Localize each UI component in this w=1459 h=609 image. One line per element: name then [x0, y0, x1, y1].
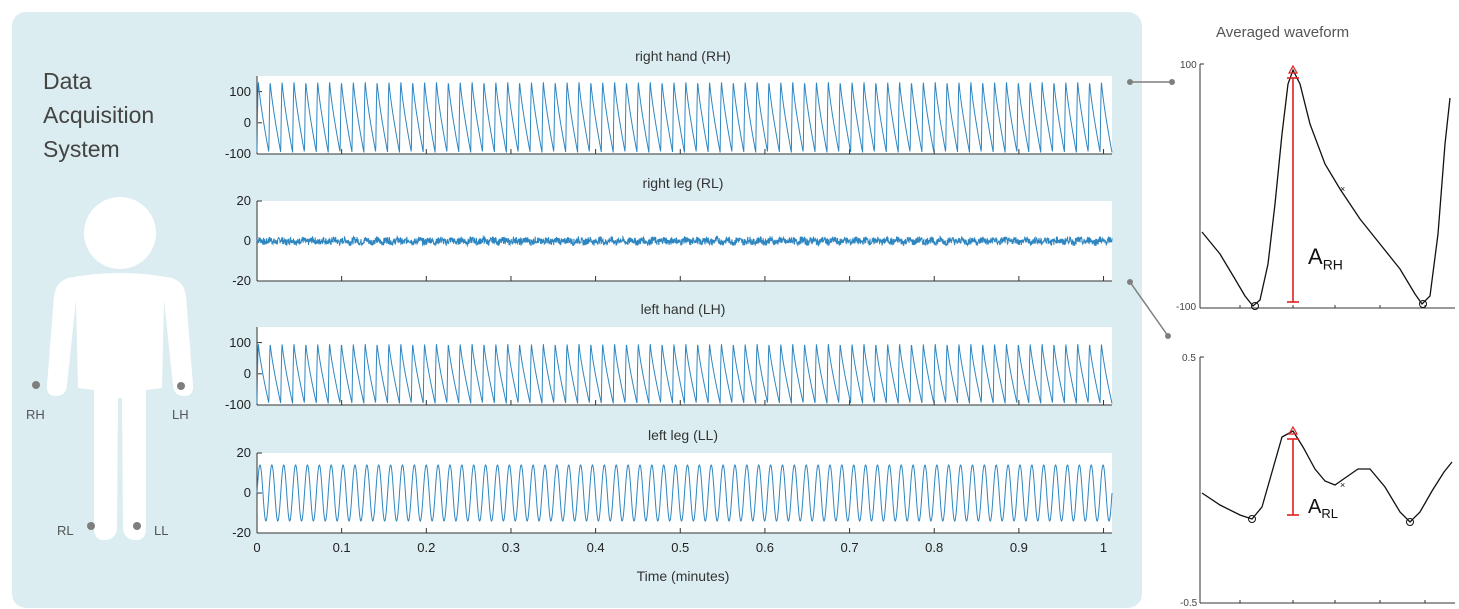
chart-title-ll: left leg (LL)	[647, 427, 719, 443]
xtick-label: 0.5	[671, 540, 690, 555]
x-axis-title: Time (minutes)	[636, 568, 730, 584]
system-title-line-1: Data	[43, 68, 92, 94]
averaged-waveform-line	[1201, 430, 1453, 523]
peak-marker	[1287, 64, 1299, 74]
chart-title-lh: left hand (LH)	[640, 301, 726, 317]
ytick-label: -100	[224, 397, 251, 412]
ytick-label: 20	[236, 445, 251, 460]
annotation-a-rh: ARH	[1308, 244, 1343, 273]
averaged-rh-chart: ×	[1199, 63, 1455, 310]
human-figure-icon	[32, 197, 194, 540]
electrode-label-rh: RH	[26, 407, 45, 422]
system-title-line-2: Acquisition	[43, 102, 155, 128]
ytick-label: -20	[232, 525, 251, 540]
chart-rl	[256, 200, 1113, 282]
series-line	[256, 82, 1113, 153]
electrode-label-lh: LH	[172, 407, 189, 422]
chart-title-rh: right hand (RH)	[635, 48, 731, 64]
system-title-line-3: System	[43, 136, 120, 162]
ytick-label: 0	[243, 114, 251, 130]
series-line	[256, 234, 1113, 248]
avg-rh-ytick-bottom: -100	[1176, 302, 1197, 313]
xtick-label: 0.4	[586, 540, 605, 555]
ytick-label: 0	[243, 365, 251, 381]
ytick-label: 100	[229, 334, 251, 350]
avg-rh-ytick-top: 100	[1180, 60, 1197, 71]
averaged-waveform-title: Averaged waveform	[1216, 24, 1350, 41]
trough-marker	[1419, 300, 1427, 308]
chart-rh	[256, 76, 1113, 155]
avg-rl-ytick-bottom: -0.5	[1180, 598, 1198, 609]
xtick-label: 0.7	[840, 540, 859, 555]
avg-rl-ytick-top: 0.5	[1182, 353, 1196, 364]
ytick-label: -20	[232, 273, 251, 288]
chart-ll	[256, 452, 1113, 534]
ytick-label: 100	[229, 83, 251, 99]
ytick-label: 0	[243, 485, 251, 500]
chart-lh	[256, 327, 1113, 406]
series-line	[256, 464, 1113, 522]
xtick-label: 0.8	[925, 540, 944, 555]
series-line	[256, 344, 1113, 404]
trough-marker	[1406, 518, 1414, 526]
mid-marker: ×	[1340, 184, 1345, 194]
chart-title-rl: right leg (RL)	[642, 175, 724, 191]
averaged-rl-chart: ×	[1199, 356, 1455, 604]
ytick-label: -100	[224, 146, 251, 161]
electrode-label-ll: LL	[154, 523, 169, 538]
electrode-rh-dot	[32, 381, 40, 389]
xtick-label: 0.9	[1009, 540, 1028, 555]
xtick-label: 0.3	[501, 540, 520, 555]
annotation-a-rl: ARL	[1308, 496, 1338, 521]
electrode-lh-dot	[177, 382, 185, 390]
electrode-ll-dot	[133, 522, 141, 530]
xtick-label: 0	[253, 540, 261, 555]
xtick-label: 0.6	[755, 540, 774, 555]
trough-marker	[1248, 515, 1256, 523]
xtick-label: 1	[1099, 540, 1108, 555]
xtick-label: 0.2	[417, 540, 436, 555]
trough-marker	[1251, 302, 1259, 310]
electrode-label-rl: RL	[57, 523, 74, 538]
mid-marker: ×	[1340, 480, 1345, 490]
ytick-label: 0	[243, 233, 251, 248]
xtick-label: 0.1	[332, 540, 351, 555]
peak-marker	[1287, 425, 1299, 435]
ytick-label: 20	[236, 193, 251, 208]
electrode-rl-dot	[87, 522, 95, 530]
